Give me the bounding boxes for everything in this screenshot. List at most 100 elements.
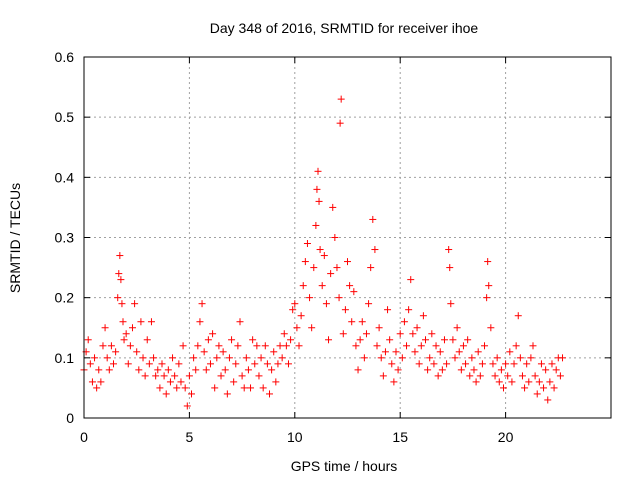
data-point — [219, 348, 227, 356]
data-point — [280, 330, 288, 338]
grid — [84, 57, 611, 418]
data-point — [432, 342, 440, 350]
data-point — [255, 372, 263, 380]
data-point — [314, 167, 322, 175]
data-point — [521, 384, 529, 392]
data-point — [315, 197, 323, 205]
data-point — [434, 372, 442, 380]
data-point — [489, 360, 497, 368]
data-point — [335, 294, 343, 302]
data-point — [110, 360, 118, 368]
data-point — [143, 336, 151, 344]
data-point — [379, 372, 387, 380]
data-point — [360, 354, 368, 362]
data-point — [183, 402, 191, 410]
data-point — [394, 366, 402, 374]
data-point — [459, 342, 467, 350]
x-tick-label: 10 — [287, 429, 303, 445]
y-axis-label: SRMTID / TECUs — [7, 183, 23, 293]
data-point — [358, 318, 366, 326]
data-point — [548, 360, 556, 368]
data-point — [249, 336, 257, 344]
data-point — [179, 342, 187, 350]
data-point — [228, 336, 236, 344]
data-point — [196, 318, 204, 326]
data-point — [506, 348, 514, 356]
data-point — [173, 384, 181, 392]
data-point — [504, 372, 512, 380]
data-point — [287, 336, 295, 344]
data-point — [445, 246, 453, 254]
data-point — [119, 318, 127, 326]
data-point — [188, 390, 196, 398]
data-point — [419, 312, 427, 320]
data-point — [221, 366, 229, 374]
data-point — [137, 318, 145, 326]
data-point — [544, 396, 552, 404]
data-point — [147, 318, 155, 326]
data-point — [213, 354, 221, 362]
data-point — [421, 336, 429, 344]
y-tick-label: 0.5 — [55, 109, 75, 125]
data-point — [230, 378, 238, 386]
data-point — [487, 324, 495, 332]
data-point — [101, 324, 109, 332]
data-point — [556, 372, 564, 380]
data-point — [139, 354, 147, 362]
data-point — [483, 294, 491, 302]
data-point — [462, 360, 470, 368]
data-point — [400, 318, 408, 326]
data-point — [375, 324, 383, 332]
data-point — [436, 348, 444, 356]
data-point — [337, 95, 345, 103]
data-point — [525, 378, 533, 386]
data-point — [497, 366, 505, 374]
data-point — [105, 366, 113, 374]
data-point — [308, 324, 316, 332]
data-point — [263, 360, 271, 368]
data-point — [257, 354, 265, 362]
data-point — [362, 330, 370, 338]
data-point — [331, 234, 339, 241]
data-point — [278, 354, 286, 362]
data-point — [403, 342, 411, 350]
data-point — [550, 384, 558, 392]
data-point — [244, 366, 252, 374]
data-point — [371, 246, 379, 254]
data-point — [336, 119, 344, 127]
data-point — [320, 252, 328, 260]
data-point — [424, 366, 432, 374]
data-point — [464, 336, 472, 344]
data-point — [215, 342, 223, 350]
data-point — [367, 264, 375, 272]
data-point — [476, 372, 484, 380]
data-point — [440, 336, 448, 344]
data-point — [259, 384, 267, 392]
data-point — [156, 384, 164, 392]
data-point — [194, 342, 202, 350]
data-point — [190, 354, 198, 362]
data-point — [289, 306, 297, 314]
data-point — [232, 360, 240, 368]
data-point — [542, 366, 550, 374]
data-point — [365, 300, 373, 308]
data-point — [177, 378, 185, 386]
data-point — [282, 342, 290, 350]
data-point — [120, 336, 128, 344]
data-point — [117, 276, 125, 284]
data-point — [512, 342, 520, 350]
data-point — [158, 360, 166, 368]
data-point — [169, 354, 177, 362]
data-point — [128, 324, 136, 332]
x-tick-label: 0 — [80, 429, 88, 445]
data-point — [325, 336, 333, 344]
data-point — [284, 360, 292, 368]
data-point — [510, 360, 518, 368]
data-point — [274, 360, 282, 368]
y-tick-label: 0.4 — [55, 169, 75, 185]
data-point — [322, 300, 330, 308]
data-point — [86, 360, 94, 368]
data-point — [234, 342, 242, 350]
data-point — [446, 264, 454, 272]
data-point — [293, 324, 301, 332]
